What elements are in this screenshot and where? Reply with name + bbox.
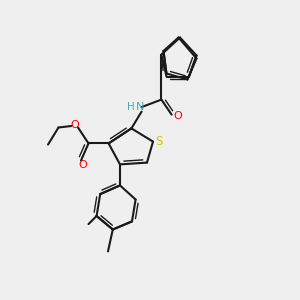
Text: O: O <box>70 120 79 130</box>
Text: N: N <box>136 102 144 112</box>
Text: O: O <box>78 160 87 170</box>
Text: S: S <box>155 135 163 148</box>
Text: H: H <box>127 102 135 112</box>
Text: O: O <box>174 111 183 121</box>
